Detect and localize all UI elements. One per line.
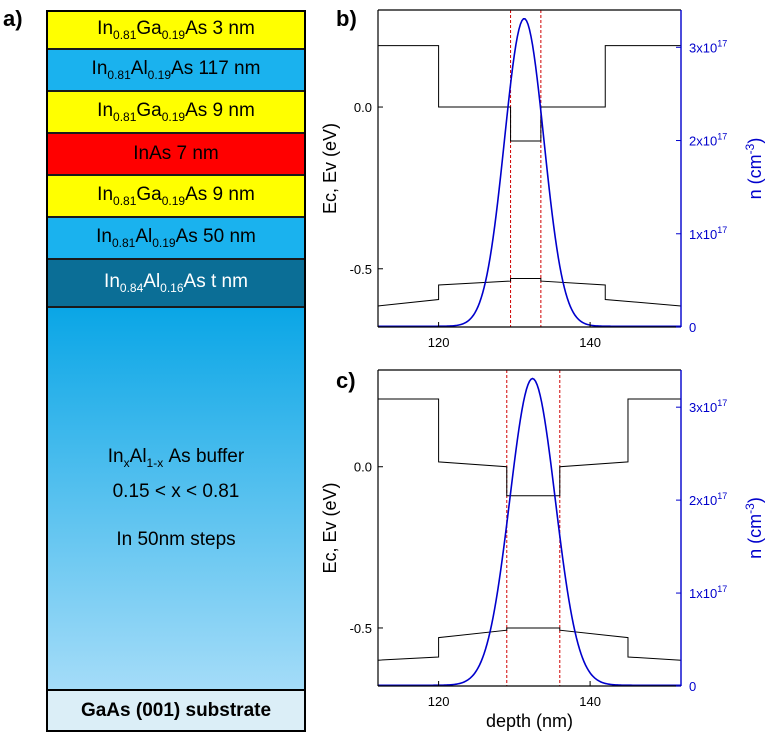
layer-0-label: In0.81Ga0.19As 3 nm — [97, 18, 255, 42]
chart-b-rtick-label-3: 3x1017 — [689, 38, 727, 55]
chart-b-ylabel-right: n (cm-3) — [743, 138, 765, 200]
chart-b-density-curve — [378, 18, 681, 328]
chart-b-rtick-label-2: 2x1017 — [689, 132, 727, 149]
chart-c-rtick-label-2: 2x1017 — [689, 491, 727, 508]
panel-label-c: c) — [336, 368, 356, 393]
panel-label-b: b) — [336, 6, 357, 31]
chart-b-ytick-label-0: 0.0 — [354, 100, 372, 115]
chart-c-rtick-label-0: 0 — [689, 679, 696, 694]
layer-2: In0.81Ga0.19As 9 nm — [48, 92, 304, 134]
substrate-label: GaAs (001) substrate — [80, 699, 272, 721]
chart-c-ytick-label-0: 0.0 — [354, 460, 372, 475]
chart-b-band-edge-1 — [377, 277, 682, 307]
buffer-layer: InxAl1-x As buffer 0.15 < x < 0.81 In 50… — [48, 308, 304, 691]
chart-c-xtick-label-1: 140 — [579, 694, 601, 709]
chart-c-ylabel-left: Ec, Ev (eV) — [320, 482, 340, 573]
chart-c-ylabel-right: n (cm-3) — [743, 497, 765, 559]
chart-b-rtick-label-1: 1x1017 — [689, 225, 727, 242]
layer-5: In0.81Al0.19As 50 nm — [48, 218, 304, 260]
layer-5-label: In0.81Al0.19As 50 nm — [96, 226, 256, 250]
chart-c-rtick-label-3: 3x1017 — [689, 398, 727, 415]
layer-2-label: In0.81Ga0.19As 9 nm — [97, 100, 255, 124]
chart-c-xtick-label-0: 120 — [428, 694, 450, 709]
substrate-layer: GaAs (001) substrate — [48, 691, 304, 730]
layer-3: InAs 7 nm — [48, 134, 304, 176]
chart-c-xlabel: depth (nm) — [486, 711, 573, 731]
chart-b-xtick-label-0: 120 — [428, 335, 450, 350]
chart-b-band-edge-0 — [378, 45, 681, 142]
layer-3-label: InAs 7 nm — [133, 143, 219, 164]
chart-b-xtick-label-1: 140 — [579, 335, 601, 350]
buffer-composition: InxAl1-x As buffer — [107, 445, 245, 470]
chart-c-rtick-label-1: 1x1017 — [689, 584, 727, 601]
chart-b-rtick-label-0: 0 — [689, 320, 696, 335]
layer-6-label: In0.84Al0.16As t nm — [104, 271, 248, 295]
chart-c-band-edge-1 — [377, 627, 682, 661]
layer-6: In0.84Al0.16As t nm — [48, 260, 304, 308]
layer-stack: In0.81Ga0.19As 3 nm In0.81Al0.19As 117 n… — [46, 10, 306, 732]
chart-c-band-edge-0 — [378, 398, 681, 497]
panel-label-a: a) — [3, 6, 23, 31]
buffer-range: 0.15 < x < 0.81 — [112, 481, 240, 503]
chart-b-ytick-label-1: -0.5 — [350, 262, 372, 277]
layer-1-label: In0.81Al0.19As 117 nm — [91, 58, 261, 82]
chart-b-ylabel-left: Ec, Ev (eV) — [320, 123, 340, 214]
layer-4: In0.81Ga0.19As 9 nm — [48, 176, 304, 218]
chart-c-density-curve — [378, 377, 681, 687]
layer-4-label: In0.81Ga0.19As 9 nm — [97, 184, 255, 208]
layer-0: In0.81Ga0.19As 3 nm — [48, 12, 304, 50]
buffer-steps: In 50nm steps — [116, 529, 236, 551]
chart-c-ytick-label-1: -0.5 — [350, 621, 372, 636]
layer-1: In0.81Al0.19As 117 nm — [48, 50, 304, 92]
